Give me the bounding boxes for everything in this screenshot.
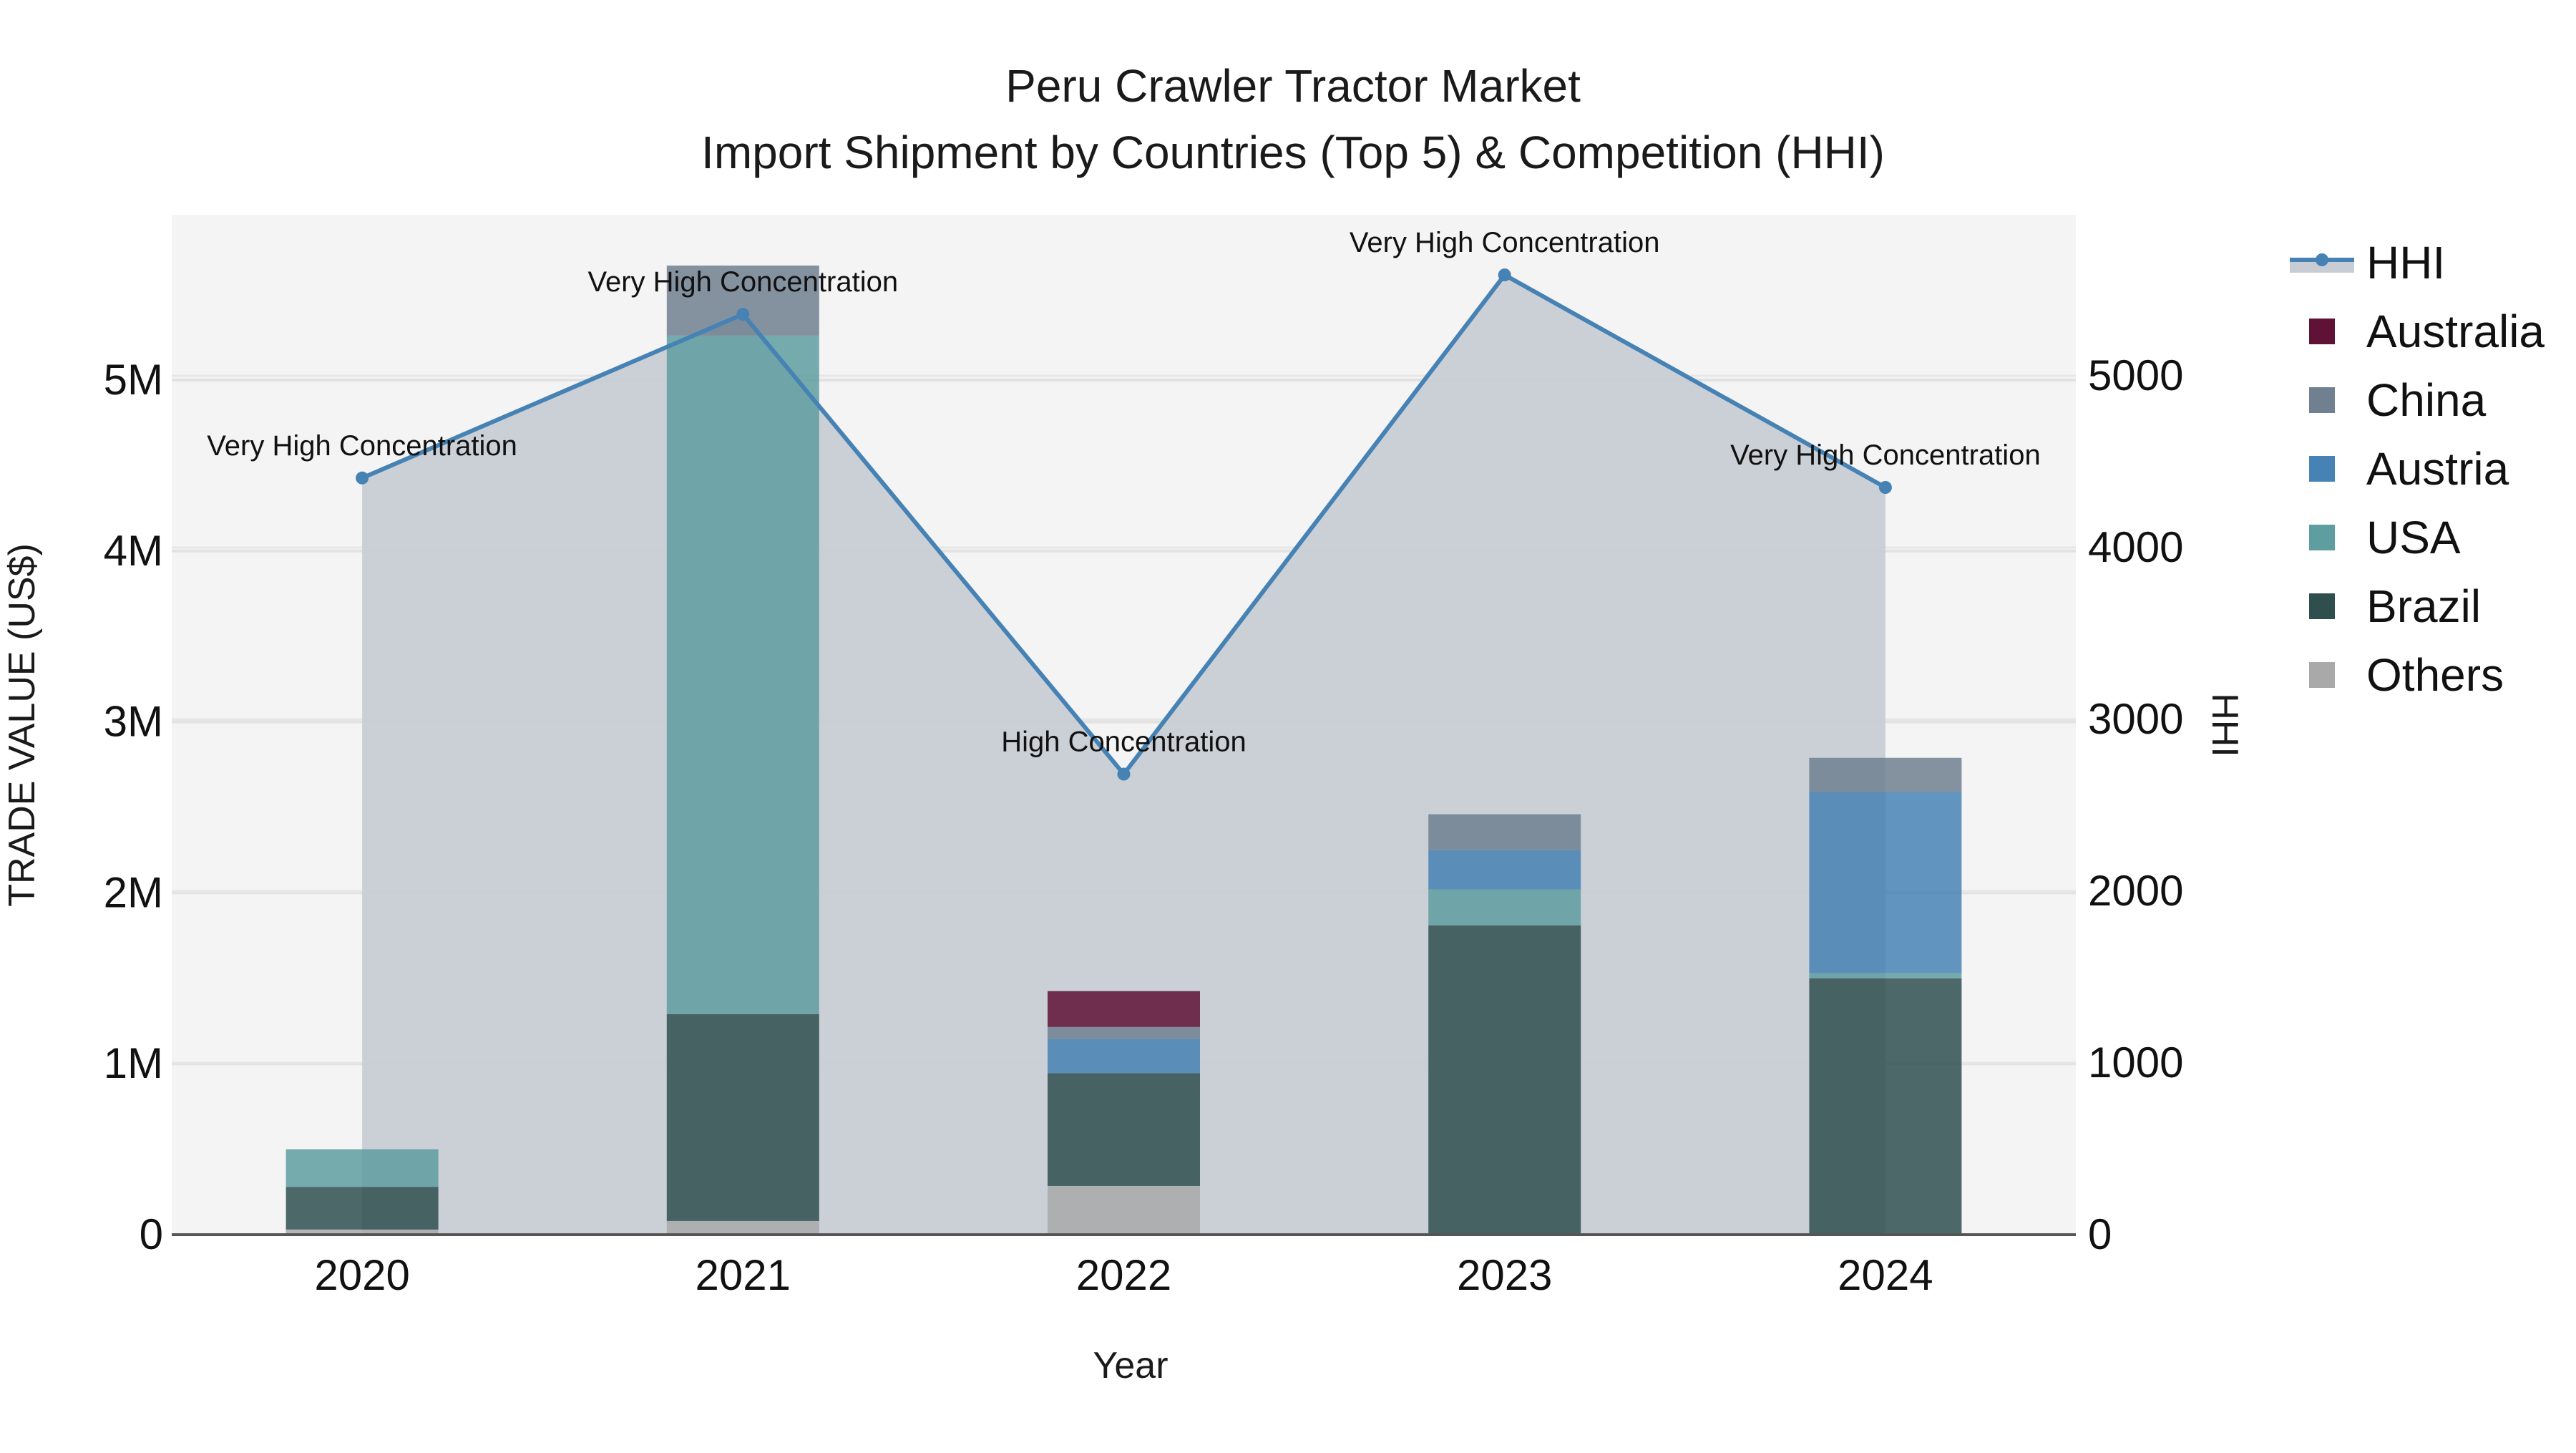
y2-tick-label: 2000	[2088, 867, 2183, 915]
x-tick-label: 2023	[1457, 1251, 1552, 1299]
hhi-marker-2021[interactable]	[736, 308, 750, 321]
y2-tick-label: 4000	[2088, 523, 2183, 571]
bar-segment-austria-2023[interactable]	[1428, 850, 1581, 890]
legend-swatch-icon	[2309, 525, 2335, 550]
legend-hhi-area-icon	[2290, 261, 2354, 273]
x-tick-label: 2024	[1838, 1251, 1933, 1299]
bar-segment-austria-2024[interactable]	[1809, 792, 1962, 973]
y-tick-label: 1M	[104, 1039, 163, 1087]
y2-axis-title: HHI	[2204, 693, 2245, 757]
legend-item-china[interactable]: China	[2309, 374, 2487, 426]
y2-tick-label: 5000	[2088, 351, 2183, 399]
legend: HHI Australia China Austria USA Brazil Others	[2290, 237, 2545, 701]
y-tick-label: 3M	[104, 698, 163, 746]
hhi-annotations: Very High Concentration Very High Concent…	[207, 227, 2040, 757]
y-axis-right: 0 1000 2000 3000 4000 5000	[2088, 351, 2183, 1258]
bar-segment-usa-2020[interactable]	[286, 1149, 439, 1187]
legend-label: USA	[2366, 512, 2461, 563]
bar-segment-usa-2023[interactable]	[1428, 889, 1581, 925]
legend-item-usa[interactable]: USA	[2309, 512, 2461, 563]
y2-tick-label: 0	[2088, 1210, 2112, 1258]
hhi-marker-2020[interactable]	[356, 471, 369, 485]
bar-segment-usa-2024[interactable]	[1809, 973, 1962, 978]
bar-segment-brazil-2023[interactable]	[1428, 925, 1581, 1235]
legend-swatch-icon	[2309, 593, 2335, 619]
legend-swatch-icon	[2309, 319, 2335, 344]
y-axis-title: TRADE VALUE (US$)	[1, 543, 43, 907]
y-axis-left: 0 1M 2M 3M 4M 5M	[104, 356, 163, 1258]
bar-segment-brazil-2020[interactable]	[286, 1187, 439, 1230]
y-tick-label: 4M	[104, 527, 163, 575]
legend-item-hhi[interactable]: HHI	[2290, 237, 2445, 288]
bar-segment-brazil-2024[interactable]	[1809, 978, 1962, 1235]
bar-segment-australia-2022[interactable]	[1048, 991, 1200, 1027]
legend-swatch-icon	[2309, 456, 2335, 482]
y2-tick-label: 1000	[2088, 1039, 2183, 1087]
bar-segment-china-2022[interactable]	[1048, 1026, 1200, 1039]
legend-label: Others	[2366, 649, 2504, 701]
hhi-marker-2023[interactable]	[1498, 268, 1511, 282]
bar-segment-china-2023[interactable]	[1428, 814, 1581, 850]
legend-label: HHI	[2366, 237, 2445, 288]
legend-item-australia[interactable]: Australia	[2309, 306, 2545, 357]
bar-segment-china-2024[interactable]	[1809, 757, 1962, 792]
bars	[286, 266, 1962, 1235]
hhi-line	[356, 268, 1892, 781]
legend-label: Brazil	[2366, 580, 2481, 632]
legend-label: Austria	[2366, 443, 2509, 495]
hhi-annotation: Very High Concentration	[588, 266, 899, 298]
chart-subtitle: Import Shipment by Countries (Top 5) & C…	[701, 127, 1885, 178]
hhi-marker-2024[interactable]	[1878, 481, 1892, 494]
x-tick-label: 2021	[696, 1251, 791, 1299]
y2-tick-label: 3000	[2088, 695, 2183, 743]
bar-segment-brazil-2022[interactable]	[1048, 1073, 1200, 1186]
legend-label: Australia	[2366, 306, 2545, 357]
chart-title: Peru Crawler Tractor Market	[1005, 60, 1581, 112]
y-tick-label: 5M	[104, 356, 163, 404]
x-tick-label: 2022	[1076, 1251, 1171, 1299]
legend-hhi-marker-icon	[2316, 253, 2328, 266]
hhi-annotation: Very High Concentration	[207, 430, 517, 462]
x-axis: 2020 2021 2022 2023 2024	[314, 1251, 1933, 1299]
y-tick-label: 2M	[104, 868, 163, 916]
legend-label: China	[2366, 374, 2487, 426]
legend-item-brazil[interactable]: Brazil	[2309, 580, 2481, 632]
legend-item-others[interactable]: Others	[2309, 649, 2504, 701]
bar-segment-usa-2021[interactable]	[666, 335, 819, 1014]
bar-segment-others-2020[interactable]	[286, 1229, 439, 1235]
bar-segment-others-2022[interactable]	[1048, 1185, 1200, 1235]
bar-segment-china-2021[interactable]	[666, 266, 819, 336]
y-tick-label: 0	[140, 1210, 163, 1258]
legend-item-austria[interactable]: Austria	[2309, 443, 2509, 495]
hhi-annotation: Very High Concentration	[1350, 227, 1660, 258]
hhi-annotation: Very High Concentration	[1730, 439, 2041, 471]
bar-segment-brazil-2021[interactable]	[666, 1014, 819, 1221]
bar-segment-others-2021[interactable]	[666, 1220, 819, 1235]
legend-swatch-icon	[2309, 662, 2335, 688]
x-tick-label: 2020	[314, 1251, 409, 1299]
bar-segment-austria-2022[interactable]	[1048, 1039, 1200, 1074]
hhi-annotation: High Concentration	[1001, 726, 1246, 758]
hhi-marker-2022[interactable]	[1117, 767, 1131, 781]
x-axis-title: Year	[1093, 1345, 1168, 1386]
legend-swatch-icon	[2309, 387, 2335, 413]
